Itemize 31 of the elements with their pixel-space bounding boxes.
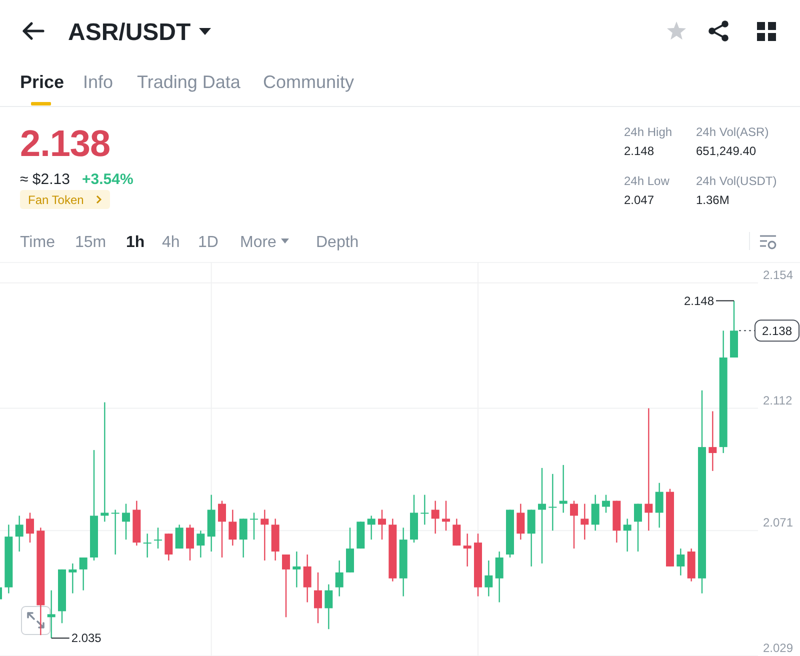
text: 24h Vol(ASR) — [696, 125, 769, 139]
chart-title: ASR/USDT — [68, 19, 192, 46]
text: 1.36M — [696, 193, 730, 207]
text: Fan Token — [28, 193, 84, 207]
text: ≈ $2.13 — [20, 171, 70, 188]
annotation: 2.035 — [71, 631, 102, 646]
text: 651,249.40 — [696, 144, 756, 158]
text: 24h High — [624, 125, 672, 139]
text: More — [240, 234, 277, 251]
text: +3.54% — [82, 171, 134, 188]
text: 1h — [126, 234, 145, 251]
annotation: 2.148 — [684, 294, 714, 308]
text: 4h — [162, 234, 180, 251]
text: Depth — [316, 234, 359, 251]
text: 1D — [198, 234, 218, 251]
y-tick-label: 2.071 — [763, 516, 794, 530]
text: 24h Low — [624, 174, 670, 188]
text: 2.047 — [624, 193, 654, 207]
y-tick-label: 2.029 — [763, 641, 794, 655]
text: Community — [263, 72, 354, 92]
text: 2.148 — [624, 144, 654, 158]
text: 24h Vol(USDT) — [696, 174, 777, 188]
text: Info — [83, 72, 114, 92]
text: Trading Data — [137, 72, 242, 92]
text: Time — [20, 234, 56, 251]
text: 2.138 — [20, 123, 110, 164]
ref-line-label: 2.138 — [762, 324, 792, 338]
y-tick-label: 2.154 — [763, 268, 794, 282]
y-tick-label: 2.112 — [763, 393, 792, 408]
text: 15m — [75, 234, 106, 251]
text: Price — [20, 72, 64, 92]
